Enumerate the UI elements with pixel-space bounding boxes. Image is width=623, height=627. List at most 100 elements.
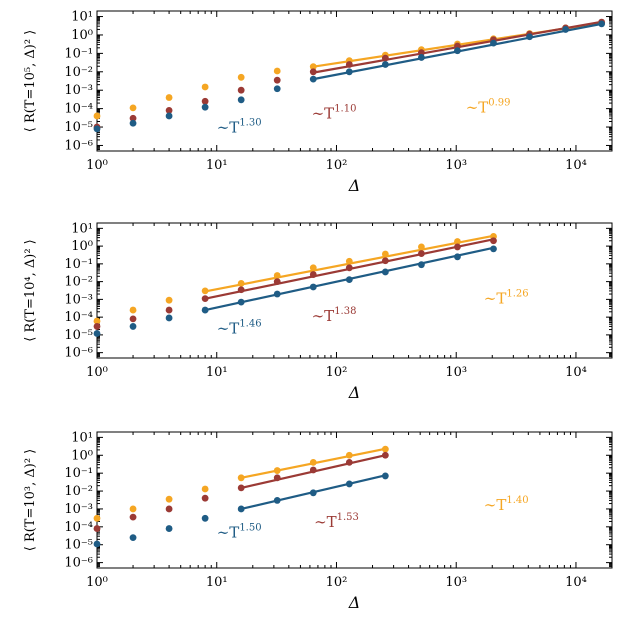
x-tick-label: 10² xyxy=(326,365,348,380)
series-red-point xyxy=(346,459,353,466)
chart-canvas: 10⁰ 10¹ 10² 10³ 10⁴10⁻⁶10⁻⁵10⁻⁴10⁻³10⁻²10⁻¹1… xyxy=(0,0,623,623)
series-red-point xyxy=(202,98,209,105)
x-tick-label: 10¹ xyxy=(206,365,228,380)
series-blue-point xyxy=(94,125,101,132)
series-orange-point xyxy=(94,515,101,522)
series-orange-point xyxy=(130,506,137,513)
series-blue-point xyxy=(130,534,137,541)
series-blue-point xyxy=(274,497,281,504)
series-red-point xyxy=(490,237,497,244)
y-tick-label: 10⁻² xyxy=(64,484,93,499)
series-blue-point xyxy=(94,330,101,337)
series-orange-point xyxy=(274,272,281,279)
series-red-annotation: ∼T1.38 xyxy=(312,306,357,325)
series-orange-point xyxy=(382,251,389,258)
series-blue-annotation: ∼T1.46 xyxy=(217,318,262,337)
x-tick-label: 10³ xyxy=(445,365,467,380)
series-orange-point xyxy=(202,84,209,91)
series-red-point xyxy=(130,514,137,521)
y-tick-label: 10⁻⁵ xyxy=(64,328,93,343)
series-orange-annotation: ∼T1.40 xyxy=(484,495,529,514)
x-tick-label: 10² xyxy=(326,575,348,590)
annotation-exponent: 1.30 xyxy=(239,118,261,129)
series-blue-point xyxy=(382,269,389,276)
axes-frame xyxy=(97,223,612,358)
series-red-point xyxy=(310,271,317,278)
series-red-point xyxy=(382,452,389,459)
annotation-base: ∼T xyxy=(466,99,489,117)
series-blue-point xyxy=(238,96,245,103)
x-tick-label: 10³ xyxy=(445,158,467,173)
series-red-point xyxy=(382,257,389,264)
y-tick-label: 10⁻⁴ xyxy=(64,102,93,117)
series-blue-point xyxy=(238,506,245,513)
series-blue-point xyxy=(346,68,353,75)
series-blue-point xyxy=(346,276,353,283)
series-blue-point xyxy=(130,323,137,330)
series-blue-annotation: ∼T1.30 xyxy=(217,118,262,137)
x-tick-label: 10³ xyxy=(445,575,467,590)
series-orange-point xyxy=(238,280,245,287)
series-blue-point xyxy=(454,47,461,54)
y-axis-label: ⟨ R(T=10⁴, Δ)² ⟩ xyxy=(23,239,38,342)
annotation-exponent: 1.38 xyxy=(334,306,356,317)
series-orange-point xyxy=(238,74,245,81)
series-orange-point xyxy=(130,104,137,111)
figure: 10⁰ 10¹ 10² 10³ 10⁴ 10⁻⁶ 10⁻⁵ 10⁻⁴ 10⁻³ 10⁻² 10⁻¹ 1… xyxy=(0,0,623,623)
series-blue-point xyxy=(274,291,281,298)
axes-frame xyxy=(97,432,612,568)
series-red-point xyxy=(274,278,281,285)
series-orange-point xyxy=(94,113,101,120)
series-blue-point xyxy=(166,315,173,322)
series-red-annotation: ∼T1.53 xyxy=(314,512,359,531)
y-tick-label: 10⁻² xyxy=(64,275,93,290)
y-tick-label: 10⁻³ xyxy=(64,502,93,517)
series-orange-annotation: ∼T1.26 xyxy=(484,288,529,307)
y-tick-label: 10⁻³ xyxy=(64,292,93,307)
x-tick-label: 10⁰ xyxy=(86,365,108,380)
annotation-base: ∼T xyxy=(217,319,240,337)
series-red-point xyxy=(166,307,173,314)
annotation-base: ∼T xyxy=(312,104,335,122)
series-blue-point xyxy=(418,261,425,268)
y-tick-label: 10⁻⁴ xyxy=(64,310,93,325)
x-tick-label: 10² xyxy=(326,158,348,173)
x-tick-label: 10⁴ xyxy=(565,365,587,380)
annotation-base: ∼T xyxy=(217,524,240,542)
y-tick-label: 10⁻¹ xyxy=(64,257,93,272)
series-orange-point xyxy=(166,94,173,101)
series-orange-point xyxy=(310,459,317,466)
y-tick-label: 10¹ xyxy=(71,10,93,25)
series-blue-point xyxy=(562,26,569,33)
annotation-base: ∼T xyxy=(312,307,335,325)
series-red-point xyxy=(382,55,389,62)
y-tick-label: 10⁻¹ xyxy=(64,466,93,481)
series-blue-point xyxy=(310,76,317,83)
series-red-point xyxy=(274,77,281,84)
series-red-point xyxy=(346,264,353,271)
annotation-base: ∼T xyxy=(314,513,337,531)
y-tick-label: 10⁰ xyxy=(71,448,93,463)
series-red-point xyxy=(346,61,353,68)
y-tick-label: 10⁻⁵ xyxy=(64,120,93,135)
series-red-point xyxy=(202,295,209,302)
series-orange-point xyxy=(418,244,425,251)
x-tick-label: 10¹ xyxy=(206,575,228,590)
x-tick-label: 10⁰ xyxy=(86,575,108,590)
y-tick-label: 10⁻¹ xyxy=(64,46,93,61)
series-red-point xyxy=(418,250,425,257)
series-blue-point xyxy=(454,253,461,260)
series-orange-point xyxy=(274,68,281,75)
series-orange-point xyxy=(346,452,353,459)
series-orange-point xyxy=(130,307,137,314)
annotation-exponent: 0.99 xyxy=(488,98,510,109)
series-red-point xyxy=(238,87,245,94)
y-tick-label: 10¹ xyxy=(71,430,93,445)
series-blue-point xyxy=(274,85,281,92)
series-blue-point xyxy=(382,473,389,480)
annotation-exponent: 1.10 xyxy=(334,103,356,114)
series-blue-point xyxy=(382,61,389,68)
x-tick-label: 10⁴ xyxy=(565,575,587,590)
series-orange-annotation: ∼T0.99 xyxy=(466,98,511,117)
x-tick-label: 10⁴ xyxy=(565,158,587,173)
